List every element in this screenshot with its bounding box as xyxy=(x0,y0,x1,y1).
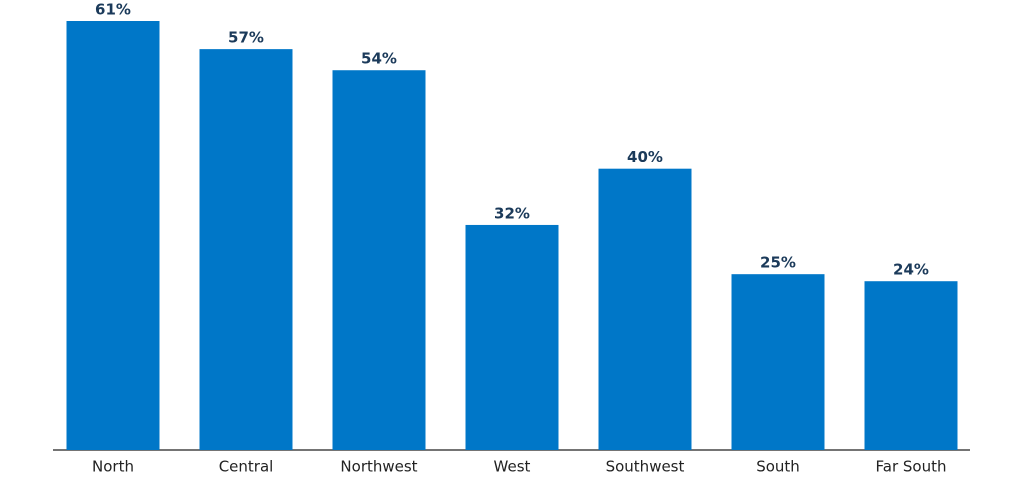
data-label: 40% xyxy=(627,148,663,166)
x-tick-label: West xyxy=(494,458,531,476)
x-tick-label: Far South xyxy=(876,458,947,476)
bar xyxy=(66,21,160,450)
bar xyxy=(731,274,825,450)
x-tick-label: South xyxy=(756,458,800,476)
bar xyxy=(332,70,426,451)
data-label: 24% xyxy=(893,261,929,279)
bar xyxy=(864,281,958,450)
data-label: 25% xyxy=(760,254,796,272)
bar xyxy=(598,168,692,450)
x-tick-label: Southwest xyxy=(606,458,685,476)
x-tick-label: North xyxy=(92,458,134,476)
data-label: 57% xyxy=(228,29,264,47)
bar xyxy=(465,224,559,450)
data-label: 61% xyxy=(95,1,131,19)
data-label: 54% xyxy=(361,50,397,68)
x-tick-label: Central xyxy=(219,458,274,476)
data-label: 32% xyxy=(494,204,530,222)
x-tick-label: Northwest xyxy=(340,458,417,476)
bar xyxy=(199,49,293,450)
